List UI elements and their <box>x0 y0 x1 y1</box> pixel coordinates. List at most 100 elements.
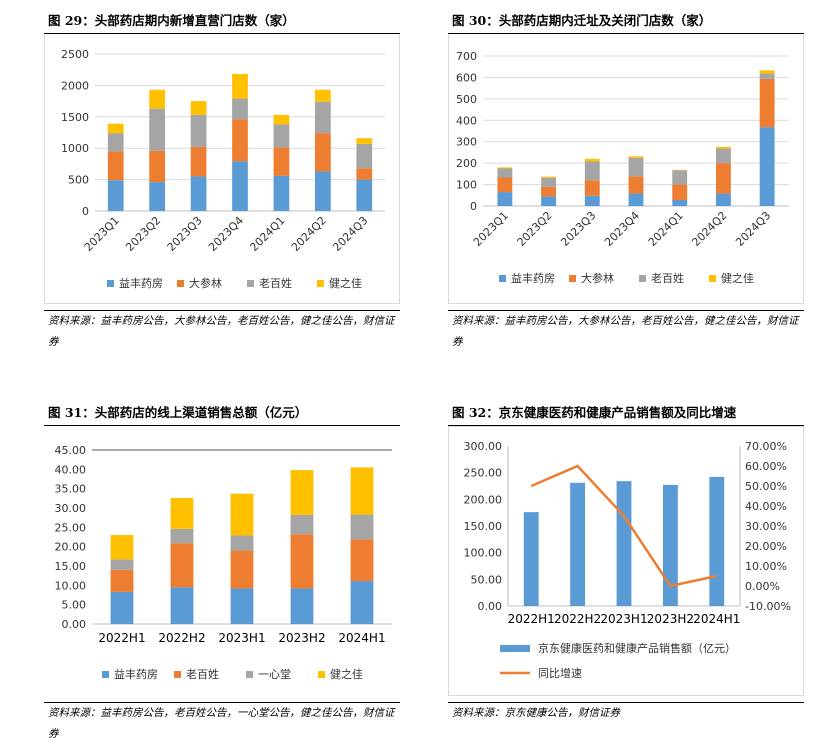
figure-title: 图 29：头部药店期内新增直营门店数（家） <box>44 8 400 34</box>
y-left-tick-label: 50.00 <box>471 573 503 586</box>
y-left-tick-label: 300.00 <box>464 440 503 453</box>
x-tick-label: 2024Q2 <box>689 209 729 249</box>
legend-swatch <box>174 671 181 678</box>
bar-segment <box>350 539 374 582</box>
x-tick-label: 2024Q2 <box>289 214 329 254</box>
y-tick-label: 15.00 <box>55 560 87 573</box>
bar-segment <box>497 168 513 178</box>
legend-swatch <box>246 671 253 678</box>
bar-segment <box>110 559 134 570</box>
bar-segment <box>759 127 775 206</box>
y-tick-label: 2500 <box>61 48 89 61</box>
bar-segment <box>170 528 194 544</box>
bar-segment <box>497 192 513 206</box>
bar-segment <box>628 156 644 158</box>
bar-segment <box>715 163 731 194</box>
x-tick-label: 2024Q1 <box>247 214 287 254</box>
y-left-tick-label: 0.00 <box>478 600 503 613</box>
bar-segment <box>107 123 124 134</box>
bar-segment <box>190 176 207 211</box>
bar-segment <box>497 167 513 169</box>
legend-label: 老百姓 <box>651 271 684 285</box>
bar-segment <box>715 193 731 206</box>
bar-segment <box>541 196 557 206</box>
legend-label: 益丰药房 <box>119 276 163 290</box>
bar-segment <box>584 195 600 206</box>
x-tick-label: 2023H1 <box>218 631 265 645</box>
legend-swatch <box>709 275 716 282</box>
combo-chart-jd-health: 0.00 50.00 100.00 150.00 200.00 250.00 300.00 -… <box>448 426 804 696</box>
legend-label: 一心堂 <box>258 668 291 681</box>
y-tick-label: 35.00 <box>55 483 87 496</box>
bar-segment <box>356 168 373 180</box>
y-left-tick-label: 150.00 <box>464 520 503 533</box>
x-tick-label: 2023Q4 <box>602 209 642 249</box>
bar-segment <box>628 176 644 194</box>
y-left-tick-label: 250.00 <box>464 467 503 480</box>
legend-label: 健之佳 <box>721 271 754 285</box>
bar-segment <box>541 186 557 197</box>
bar-segment <box>759 70 775 74</box>
legend-swatch <box>177 280 184 287</box>
legend-swatch <box>569 275 576 282</box>
bar-segment <box>314 171 331 211</box>
legend-label: 健之佳 <box>329 276 362 290</box>
bar <box>523 512 539 606</box>
figure-31: 图 31：头部药店的线上渠道销售总额（亿元） 0.00 5.00 10.00 15.0… <box>44 400 400 744</box>
bar-segment <box>232 119 248 162</box>
legend-label: 京东健康医药和健康产品销售额（亿元） <box>538 641 736 655</box>
bar-segment <box>628 157 644 177</box>
bar <box>662 484 678 606</box>
legend-swatch <box>317 280 324 287</box>
source-note: 资料来源：京东健康公告，财信证券 <box>448 702 804 744</box>
bar-segment <box>170 587 194 624</box>
bar-segment <box>584 161 600 181</box>
bar-segment <box>110 535 134 560</box>
bar-segment <box>232 98 248 120</box>
figure-title: 图 30：头部药店期内迁址及关闭门店数（家） <box>448 8 804 34</box>
y-tick-label: 1500 <box>61 111 89 124</box>
bar-segment <box>170 497 194 529</box>
bar-segment <box>230 493 254 536</box>
bar-segment <box>290 470 314 515</box>
bar-segment <box>230 550 254 589</box>
x-tick-label: 2023H2 <box>278 631 325 645</box>
bar-segment <box>356 138 373 144</box>
legend-swatch <box>318 671 325 678</box>
y-left-tick-label: 100.00 <box>464 547 503 560</box>
bar-segment <box>190 101 207 115</box>
x-tick-label: 2024Q1 <box>646 209 686 249</box>
y-right-tick-label: 60.00% <box>745 460 787 473</box>
y-right-tick-label: 30.00% <box>745 520 787 533</box>
chart-border <box>448 426 804 696</box>
y-left-tick-label: 200.00 <box>464 493 503 506</box>
legend-label: 益丰药房 <box>114 667 158 681</box>
y-tick-label: 45.00 <box>55 444 87 457</box>
bar-segment <box>232 74 248 99</box>
bar-segment <box>107 151 124 181</box>
x-tick-label: 2022H2 <box>554 612 601 626</box>
x-tick-label: 2023Q1 <box>471 209 511 249</box>
y-right-tick-label: 10.00% <box>745 560 787 573</box>
source-note: 资料来源：益丰药房公告，老百姓公告，一心堂公告，健之佳公告，财信证券 <box>44 702 400 744</box>
bar-segment <box>170 543 194 588</box>
bar-segment <box>273 124 290 148</box>
bar-segment <box>541 176 557 178</box>
x-tick-label: 2023Q2 <box>123 214 163 254</box>
bar-segment <box>759 73 775 79</box>
bar-segment <box>190 146 207 177</box>
y-tick-label: 10.00 <box>55 579 87 592</box>
y-tick-label: 600 <box>456 71 477 84</box>
stacked-bar-chart-closed-stores: 0 100 200 300 400 500 600 700 2023Q1 2023Q2 2023Q3… <box>456 50 789 285</box>
bar-segment <box>314 133 331 172</box>
bar-segment <box>356 143 373 169</box>
x-tick-label: 2023Q2 <box>515 209 555 249</box>
x-tick-label: 2022H1 <box>508 612 555 626</box>
bar-segment <box>672 184 688 200</box>
bar-segment <box>230 588 254 624</box>
bar-segment <box>107 180 124 211</box>
figure-title: 图 31：头部药店的线上渠道销售总额（亿元） <box>44 400 400 426</box>
legend-swatch <box>247 280 254 287</box>
x-tick-label: 2023Q1 <box>82 214 122 254</box>
bar-segment <box>273 175 290 211</box>
